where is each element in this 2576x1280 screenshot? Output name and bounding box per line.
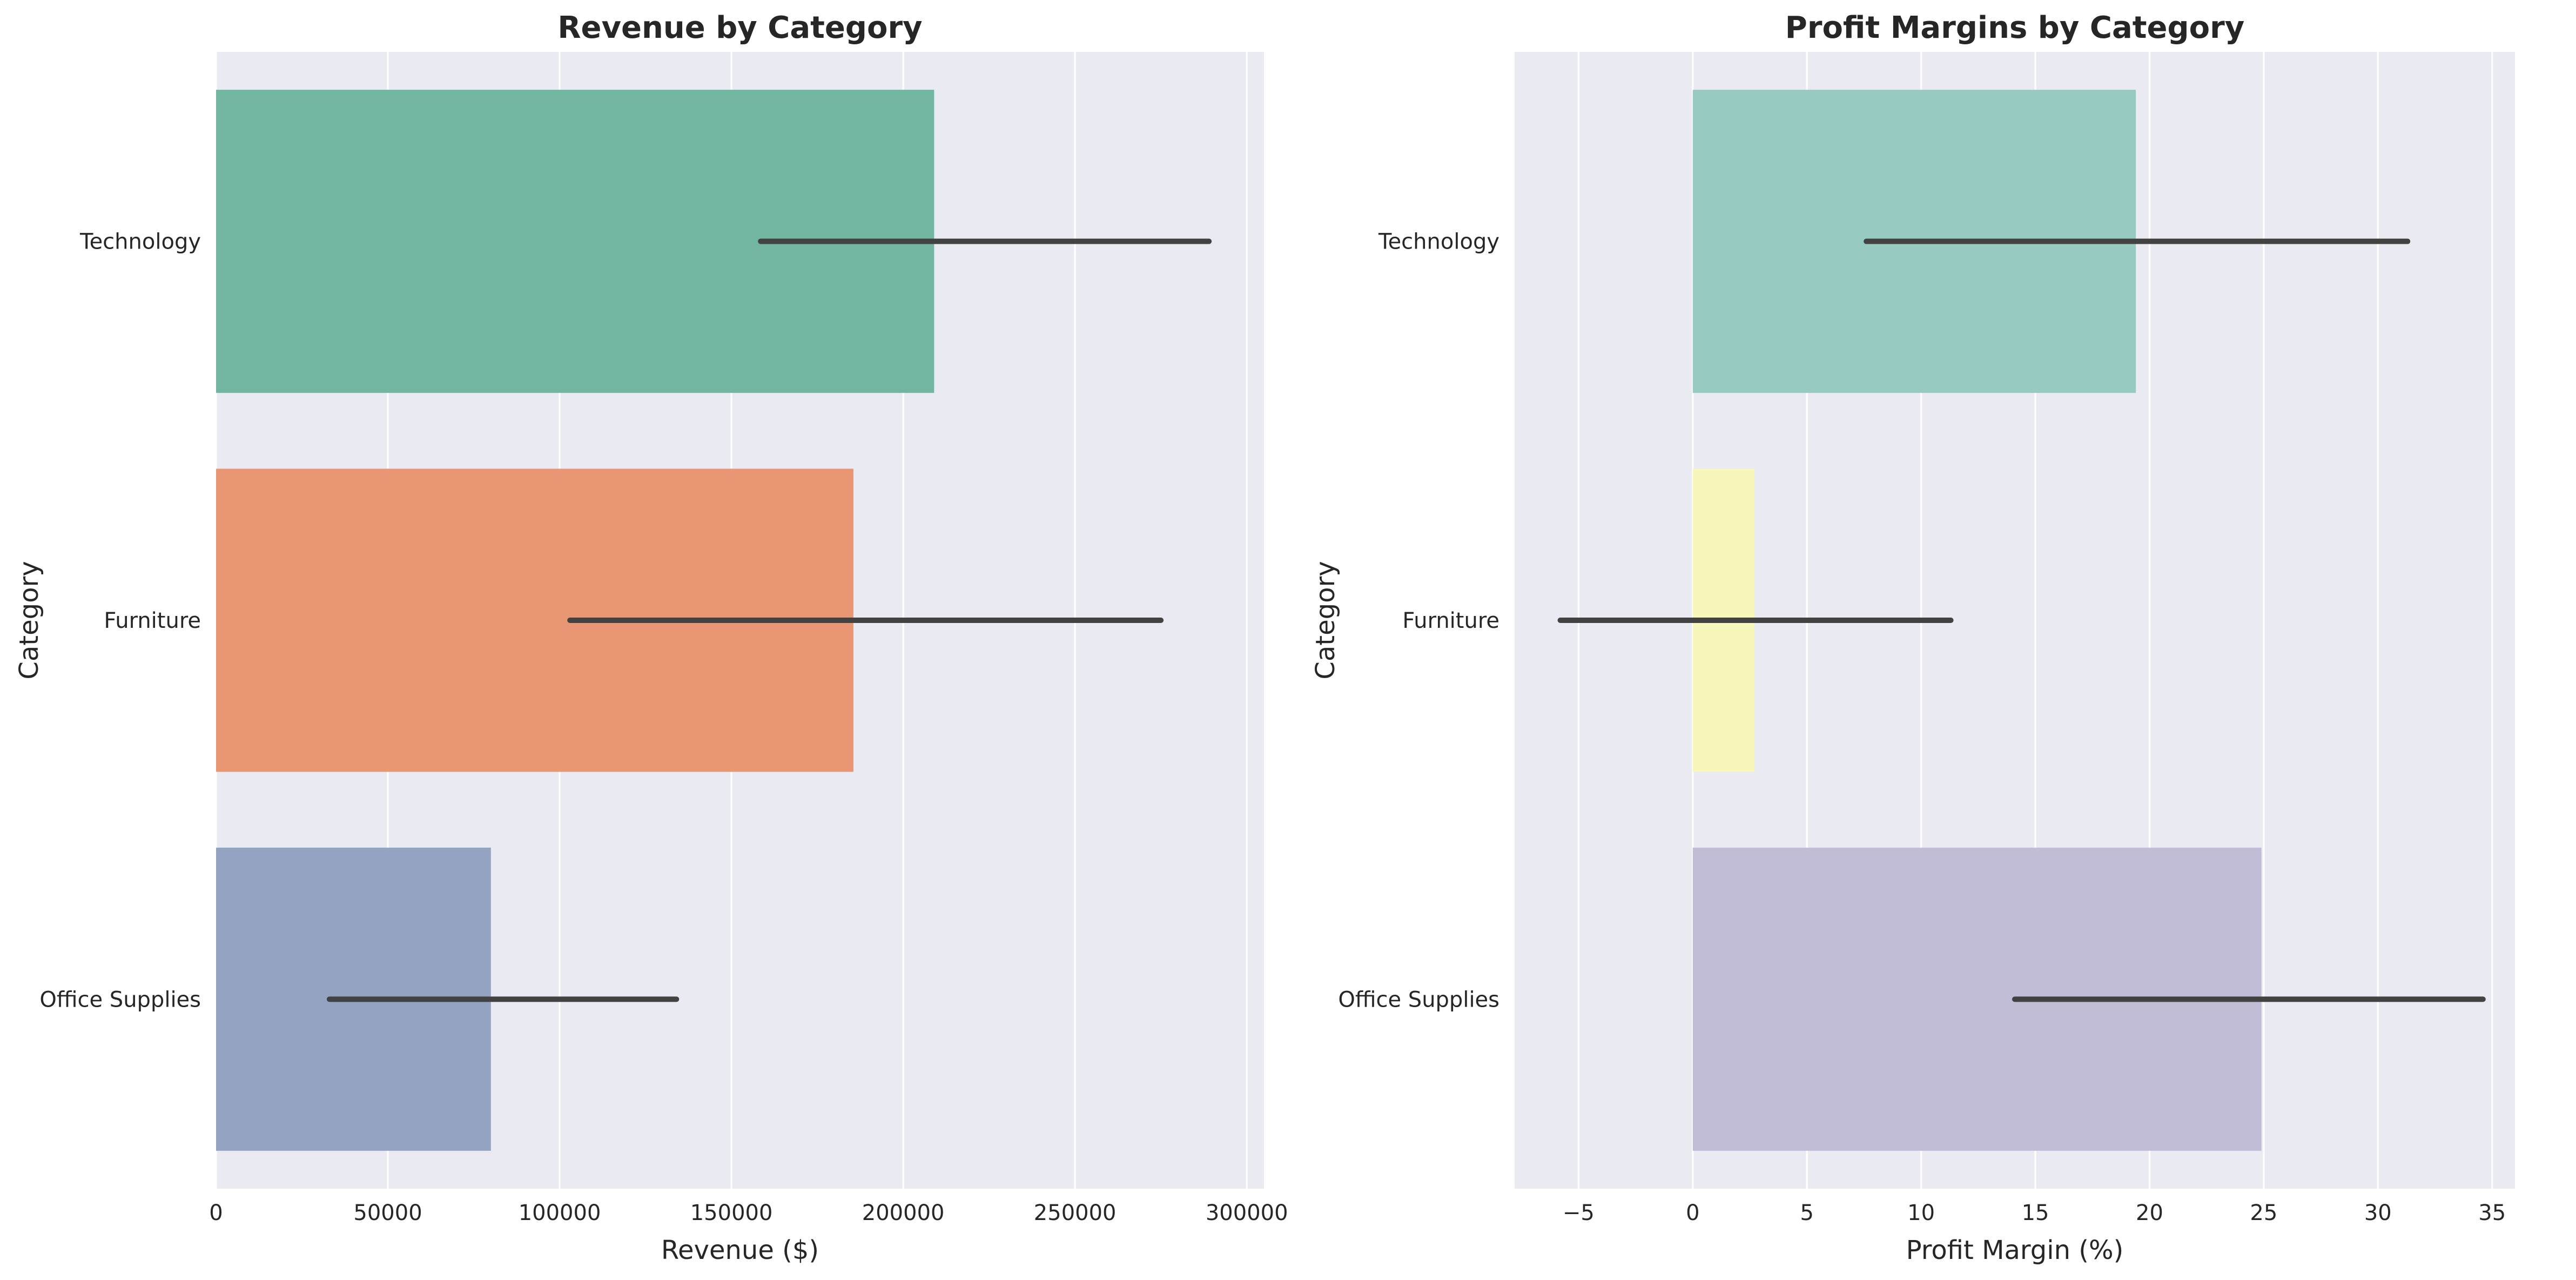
revenue-x-tick-label: 50000 bbox=[353, 1201, 422, 1225]
profit-margin-error-bars bbox=[1557, 238, 2486, 1002]
profit-margin-x-tick-labels: −5 0 5 10 15 20 25 30 35 bbox=[1563, 1201, 2506, 1225]
revenue-chart: 0 50000 100000 150000 200000 250000 300000 Tec… bbox=[14, 10, 1288, 1265]
revenue-x-tick-label: 100000 bbox=[519, 1201, 601, 1225]
profit-margin-x-tick-label: 0 bbox=[1686, 1201, 1699, 1225]
profit-margin-x-tick-label: −5 bbox=[1563, 1201, 1595, 1225]
profit-margin-x-axis-label: Profit Margin (%) bbox=[1906, 1235, 2124, 1265]
profit-margin-category-label-furniture: Furniture bbox=[1402, 608, 1499, 633]
profit-margin-x-tick-label: 30 bbox=[2364, 1201, 2392, 1225]
revenue-category-label-technology: Technology bbox=[79, 230, 201, 254]
profit-margin-chart-title: Profit Margins by Category bbox=[1785, 10, 2244, 45]
profit-margin-chart: −5 0 5 10 15 20 25 30 35 Technology Furniture Offi… bbox=[1310, 10, 2515, 1265]
revenue-category-label-office-supplies: Office Supplies bbox=[39, 987, 201, 1012]
profit-margin-x-tick-label: 20 bbox=[2136, 1201, 2163, 1225]
profit-margin-y-axis-label: Category bbox=[1310, 561, 1341, 679]
profit-margin-y-tick-labels: Technology Furniture Office Supplies bbox=[1338, 230, 1499, 1013]
profit-margin-category-label-office-supplies: Office Supplies bbox=[1338, 987, 1499, 1012]
profit-margin-category-label-technology: Technology bbox=[1378, 230, 1499, 254]
revenue-y-axis-label: Category bbox=[14, 561, 44, 679]
profit-margin-x-tick-label: 35 bbox=[2478, 1201, 2506, 1225]
revenue-x-tick-label: 250000 bbox=[1034, 1201, 1117, 1225]
revenue-category-label-furniture: Furniture bbox=[104, 608, 201, 633]
revenue-chart-title: Revenue by Category bbox=[557, 10, 922, 45]
revenue-x-tick-label: 150000 bbox=[690, 1201, 773, 1225]
profit-margin-x-tick-label: 5 bbox=[1800, 1201, 1813, 1225]
profit-margin-x-tick-label: 10 bbox=[1907, 1201, 1935, 1225]
revenue-x-tick-label: 0 bbox=[209, 1201, 223, 1225]
profit-margin-x-tick-label: 25 bbox=[2250, 1201, 2277, 1225]
revenue-x-tick-labels: 0 50000 100000 150000 200000 250000 300000 bbox=[209, 1201, 1288, 1225]
revenue-error-bars bbox=[326, 238, 1212, 1002]
revenue-x-axis-label: Revenue ($) bbox=[661, 1235, 819, 1265]
profit-margin-x-tick-label: 15 bbox=[2022, 1201, 2049, 1225]
revenue-x-tick-label: 300000 bbox=[1206, 1201, 1288, 1225]
revenue-x-tick-label: 200000 bbox=[862, 1201, 945, 1225]
revenue-y-tick-labels: Technology Furniture Office Supplies bbox=[39, 230, 201, 1013]
